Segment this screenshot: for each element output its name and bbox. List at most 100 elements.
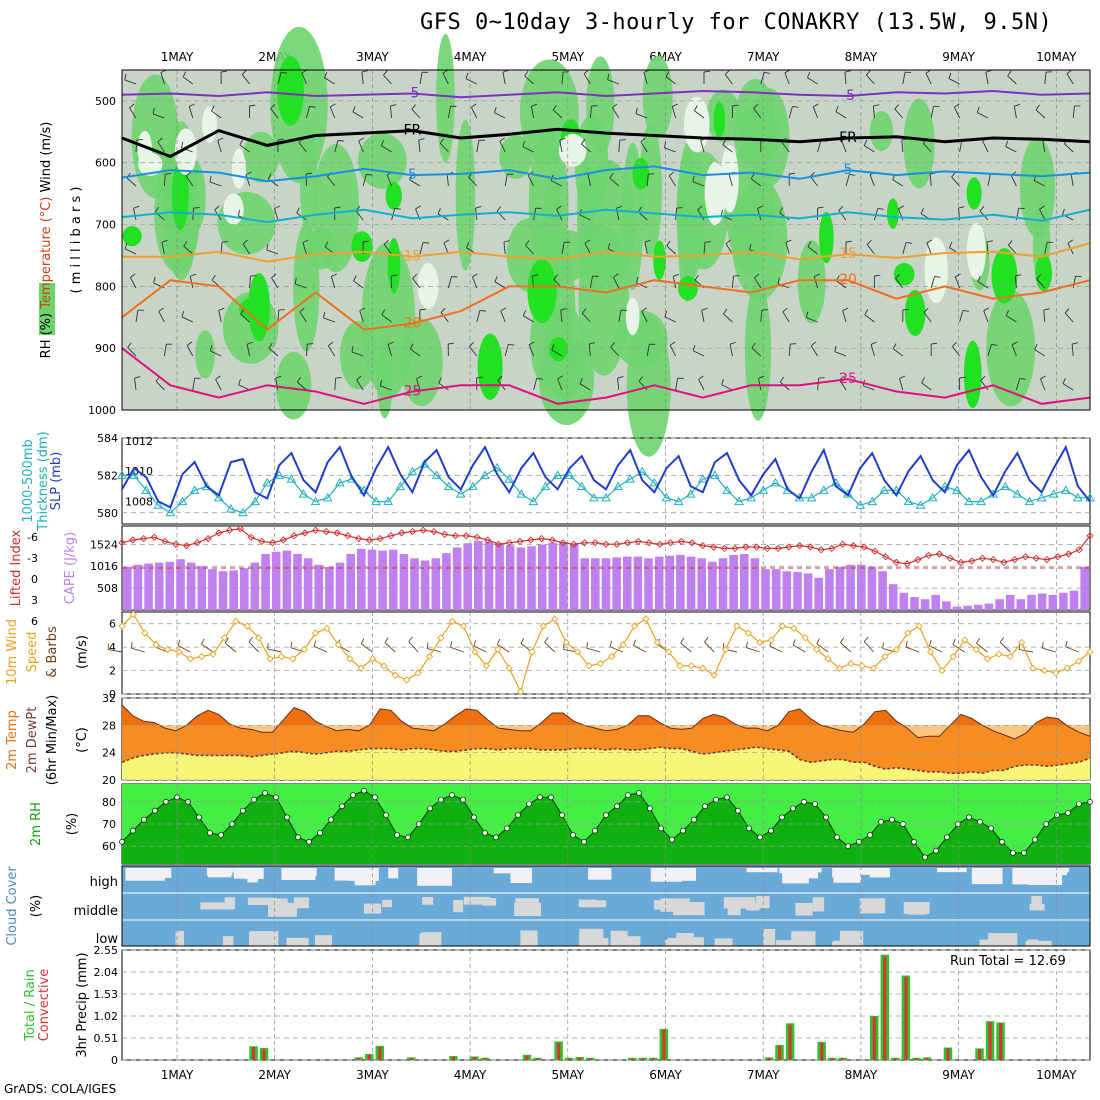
circle-marker-icon — [735, 807, 741, 814]
wind-barb-icon — [185, 171, 192, 177]
cape-bar — [133, 564, 143, 610]
wind-barb-icon — [277, 138, 284, 141]
circle-marker-icon — [317, 830, 323, 836]
wind-barb-icon — [496, 638, 501, 645]
wind-barb-icon — [351, 351, 364, 357]
diamond-marker-icon — [677, 537, 685, 546]
circle-marker-icon — [625, 792, 631, 798]
cape-bar — [963, 605, 972, 610]
diamond-marker-icon — [778, 622, 787, 630]
wind-barb-icon — [845, 174, 850, 187]
wind-barb-icon — [899, 378, 904, 391]
diamond-marker-icon — [1075, 546, 1083, 554]
wind-barb-icon — [323, 311, 326, 318]
wind-barb-icon — [810, 345, 818, 357]
cloud-clear-low — [579, 937, 609, 946]
upper-air-ylabel-part: Temperature (°C) — [39, 197, 54, 313]
wind-barb-icon — [680, 637, 685, 644]
circle-marker-icon — [295, 834, 301, 841]
triangle-marker-icon — [661, 492, 672, 502]
triangle-marker-icon — [697, 474, 708, 483]
cape-bar — [782, 571, 792, 610]
wind-barb-icon — [1062, 383, 1074, 391]
triangle-marker-icon — [310, 496, 321, 506]
cloud-clear-low — [610, 930, 628, 946]
circle-marker-icon — [867, 832, 873, 838]
wind-barb-icon — [983, 310, 989, 323]
precip-tick-label: 0.51 — [94, 1032, 119, 1045]
wind-barb-icon — [352, 111, 364, 119]
wind-barb-icon — [906, 242, 913, 244]
circle-marker-icon — [537, 794, 543, 801]
wind-barb-icon — [754, 273, 760, 279]
wind-barb-icon — [607, 73, 610, 80]
diamond-marker-icon — [562, 638, 570, 647]
diamond-marker-icon — [935, 550, 944, 558]
wind-barb-icon — [360, 638, 365, 644]
wind-barb-icon — [898, 205, 904, 210]
temp-tick-label: 28 — [102, 719, 116, 732]
wind-barb-icon — [493, 106, 497, 113]
circle-marker-icon — [350, 792, 356, 798]
circle-marker-icon — [900, 821, 906, 827]
dewpoint-ylabel: 2m DewPt — [25, 707, 40, 774]
wind-barb-icon — [556, 209, 563, 221]
cape-bar — [633, 556, 643, 610]
cape-bar — [165, 561, 175, 610]
cape-bar — [154, 562, 164, 610]
wind-barb-icon — [443, 239, 450, 244]
diamond-marker-icon — [380, 662, 388, 670]
diamond-marker-icon — [613, 540, 621, 548]
triangle-marker-icon — [601, 492, 611, 502]
contour-label: -5 — [841, 88, 855, 104]
wind-barb-icon — [579, 378, 583, 384]
diamond-marker-icon — [763, 544, 771, 553]
wind-barb-icon — [245, 171, 252, 175]
date-label-top: 7MAY — [747, 50, 780, 64]
cape-bar — [293, 554, 302, 610]
wind-barb-icon — [704, 636, 709, 643]
triangle-marker-icon — [1073, 492, 1083, 502]
wind-barb-icon — [522, 140, 526, 147]
wind-barb-icon — [694, 274, 699, 281]
wind-tick-label: 0 — [109, 688, 116, 701]
wind-barb-icon — [728, 174, 733, 187]
wind-barb-icon — [186, 341, 193, 346]
rh-dry-region — [558, 133, 587, 167]
diamond-marker-icon — [591, 539, 599, 547]
diamond-marker-icon — [828, 544, 836, 553]
wind-barb-icon — [720, 209, 723, 216]
precip-convective-bar — [588, 1058, 592, 1060]
circle-marker-icon — [944, 834, 950, 841]
diamond-marker-icon — [243, 622, 251, 630]
triangle-marker-icon — [673, 496, 684, 506]
diamond-marker-icon — [721, 645, 730, 654]
wind-barb-icon — [217, 137, 224, 141]
diamond-marker-icon — [266, 655, 274, 663]
wind-barb-icon — [353, 280, 364, 289]
triangle-marker-icon — [383, 496, 394, 506]
diamond-marker-icon — [559, 539, 567, 547]
cape-bar — [229, 570, 238, 610]
diamond-marker-icon — [1040, 666, 1049, 675]
diamond-marker-icon — [368, 655, 377, 663]
rh-bright-region — [385, 181, 402, 210]
wind-speed-line — [121, 613, 1091, 694]
chart-title: GFS 0~10day 3-hourly for CONAKRY (13.5W,… — [420, 10, 1053, 35]
wind-ylabel: 10m Wind — [5, 619, 20, 685]
circle-marker-icon — [790, 805, 796, 812]
wind-barb-icon — [792, 639, 796, 646]
cloud-clear-middle — [515, 898, 539, 905]
diamond-marker-icon — [172, 540, 180, 548]
circle-marker-icon — [823, 814, 829, 821]
wind-barb-icon — [500, 310, 506, 323]
circle-marker-icon — [251, 796, 257, 803]
wind-barb-icon — [729, 341, 736, 345]
circle-marker-icon — [1076, 801, 1082, 807]
wind-barb-icon — [954, 103, 960, 108]
cape-bar — [835, 566, 845, 610]
cape-bar — [548, 542, 558, 610]
diamond-marker-icon — [220, 634, 229, 642]
circle-marker-icon — [647, 805, 653, 812]
pressure-tick-label: 800 — [95, 280, 116, 293]
